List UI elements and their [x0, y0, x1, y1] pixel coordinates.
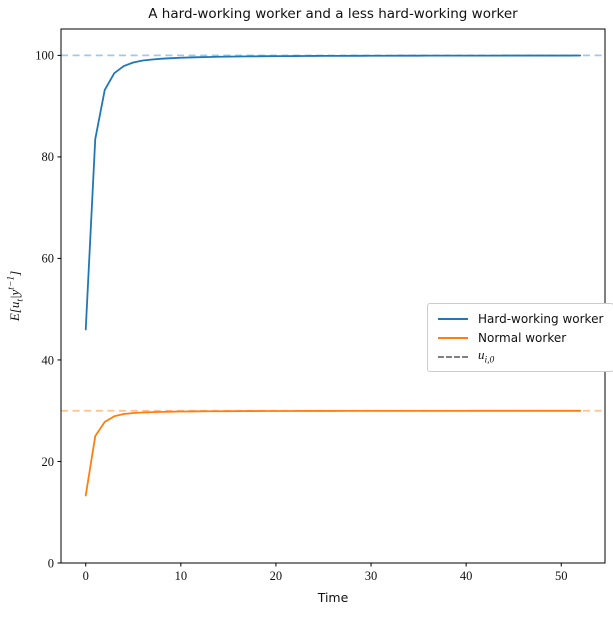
x-tick-label: 0 [83, 569, 89, 583]
legend: Hard-working worker Normal worker ui,0 [427, 303, 613, 372]
x-tick-label: 40 [460, 569, 473, 583]
legend-item-normal-worker: Normal worker [438, 328, 603, 347]
legend-item-u-i-0: ui,0 [438, 347, 603, 366]
x-axis-label: Time [317, 590, 349, 605]
y-axis-label-pre: E[u [6, 301, 22, 322]
y-axis-label-sup: t−1 [6, 275, 17, 290]
x-tick-label: 10 [175, 569, 188, 583]
series-line-normal-worker [84, 409, 582, 497]
legend-line-swatch-normal-worker [438, 336, 468, 339]
y-tick-label: 100 [35, 49, 54, 63]
y-tick-label: 0 [48, 556, 54, 570]
chart-title: A hard-working worker and a less hard-wo… [148, 6, 518, 22]
legend-item-hard-working-worker: Hard-working worker [438, 309, 603, 328]
y-tick-label: 60 [42, 252, 55, 266]
y-axis-label-sub: t [15, 299, 26, 302]
y-axis-label-mid: |y [6, 289, 22, 300]
x-tick-label: 30 [365, 569, 378, 583]
legend-label-u-i-0: ui,0 [478, 347, 495, 366]
axes-spines [60, 28, 606, 564]
y-tick-label: 40 [42, 353, 55, 367]
series-line-hard-working-worker [84, 54, 582, 331]
y-tick-label: 80 [42, 150, 55, 164]
legend-label-normal-worker: Normal worker [478, 330, 567, 345]
x-tick-label: 50 [555, 569, 568, 583]
legend-label-hard-working-worker: Hard-working worker [478, 311, 604, 326]
y-axis-label: E[ut|yt−1] [7, 271, 26, 321]
legend-line-swatch-hard-working-worker [438, 317, 468, 320]
legend-line-swatch-u-i-0 [438, 355, 468, 358]
y-tick-label: 20 [42, 455, 55, 469]
y-axis-label-post: ] [6, 270, 22, 276]
x-tick-label: 20 [270, 569, 283, 583]
